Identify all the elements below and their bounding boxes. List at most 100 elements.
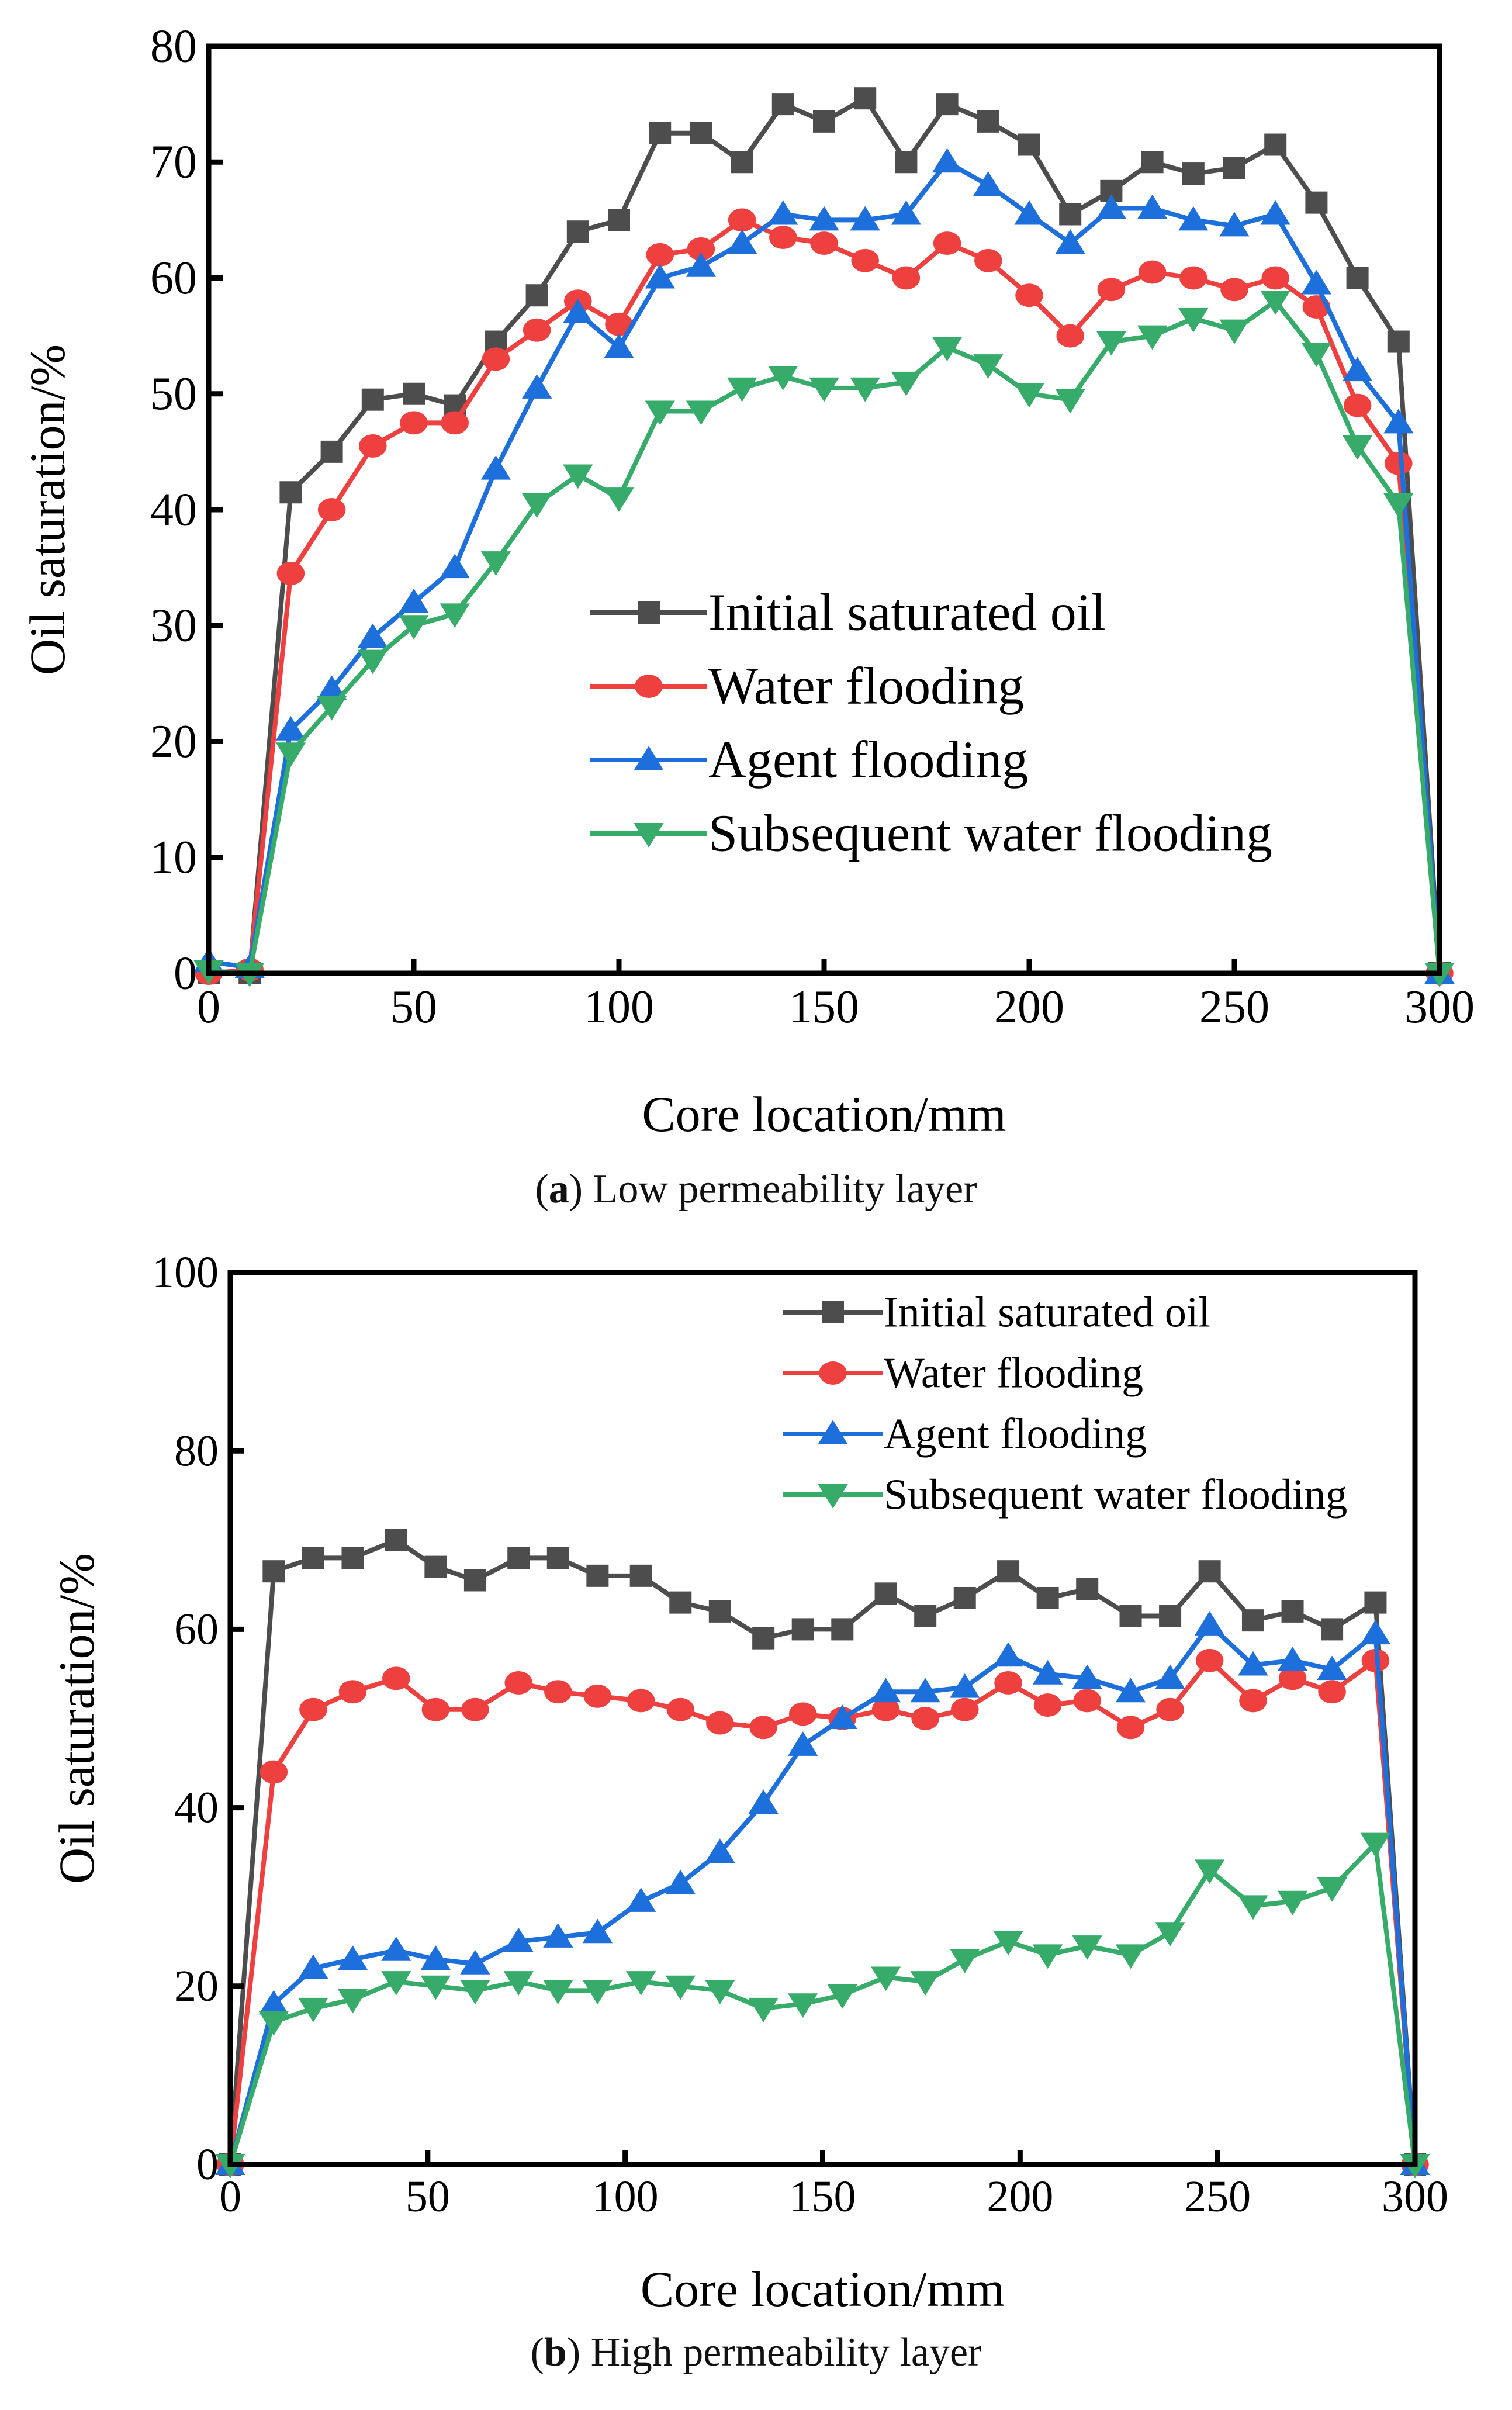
data-point <box>1301 343 1332 368</box>
data-point <box>1014 383 1044 408</box>
series-line-0 <box>228 1537 1417 2165</box>
data-point <box>1072 1664 1102 1689</box>
data-point <box>1096 194 1127 219</box>
data-point <box>1277 1647 1308 1671</box>
y-tick-label: 60 <box>150 253 197 304</box>
data-point <box>1239 1689 1267 1713</box>
data-point <box>1198 1560 1221 1583</box>
x-tick-label: 50 <box>390 981 437 1033</box>
data-point <box>441 411 469 435</box>
data-point <box>809 377 839 402</box>
data-point <box>1360 1832 1391 1858</box>
data-point <box>480 455 511 480</box>
data-point <box>1260 291 1290 315</box>
data-point <box>1301 269 1332 295</box>
data-point <box>460 1949 490 1975</box>
data-point <box>686 400 717 426</box>
data-point <box>950 1673 980 1698</box>
data-point <box>563 299 593 324</box>
data-point <box>1277 1890 1308 1915</box>
data-point <box>507 1547 530 1569</box>
data-point <box>1156 1697 1184 1721</box>
legend-label: Agent flooding <box>708 731 1028 789</box>
data-point <box>399 615 429 639</box>
y-tick-label: 40 <box>150 484 197 535</box>
data-point <box>1281 1600 1304 1623</box>
data-point <box>358 623 388 648</box>
x-tick-label: 0 <box>219 2172 241 2221</box>
data-point <box>385 1529 407 1551</box>
data-point <box>687 237 715 261</box>
data-point <box>1137 325 1168 350</box>
data-point <box>1032 1659 1063 1685</box>
data-point <box>850 377 880 402</box>
y-tick-label: 20 <box>150 716 197 767</box>
data-point <box>316 696 347 721</box>
data-point <box>973 354 1004 379</box>
caption-a-label: a <box>548 1167 569 1212</box>
data-point <box>1076 1578 1099 1600</box>
data-point <box>629 1564 652 1587</box>
data-point <box>279 481 302 504</box>
data-point <box>1033 1693 1062 1717</box>
data-point <box>543 1980 573 2005</box>
data-point <box>910 1971 940 1996</box>
data-point <box>440 554 470 579</box>
data-point <box>973 171 1004 196</box>
data-point <box>1032 1944 1063 1969</box>
data-point <box>320 440 343 463</box>
data-point <box>953 1586 976 1609</box>
legend-marker-triangle-down <box>818 1484 848 1509</box>
data-point <box>726 229 757 254</box>
caption-b-label: b <box>544 2330 567 2375</box>
data-point <box>749 1716 777 1740</box>
data-point <box>1360 1620 1391 1645</box>
series-line-1 <box>228 1658 1417 2165</box>
x-tick-label: 250 <box>1199 981 1269 1033</box>
data-point <box>381 1971 411 1996</box>
data-point <box>566 220 589 243</box>
data-point <box>870 1966 901 1991</box>
legend: Initial saturated oil Water flooding Agent… <box>590 584 1272 863</box>
data-point <box>421 1697 450 1721</box>
x-tick-label: 200 <box>994 981 1064 1033</box>
data-point <box>260 1760 288 1784</box>
data-point <box>543 1923 573 1948</box>
data-point <box>708 1600 731 1623</box>
data-point <box>463 1569 486 1592</box>
data-point <box>1238 1895 1268 1920</box>
data-point <box>1059 203 1082 226</box>
data-point <box>1220 278 1248 302</box>
chart-b: 0 50 100 150 200 250 300 0 20 40 60 80 100 Core locat… <box>49 1248 1448 2317</box>
data-point <box>1014 200 1044 225</box>
data-point <box>504 1671 532 1695</box>
data-point <box>1278 1666 1307 1690</box>
data-point <box>1072 1935 1102 1960</box>
caption-b: (b) High permeability layer <box>530 2330 982 2375</box>
data-point <box>871 1697 900 1721</box>
data-point <box>895 151 918 174</box>
data-point <box>1321 1618 1344 1641</box>
data-point <box>461 1697 489 1721</box>
data-point <box>690 122 712 144</box>
data-point <box>582 1980 613 2005</box>
data-point <box>604 487 634 512</box>
data-point <box>854 87 877 110</box>
data-point <box>977 110 999 133</box>
data-point <box>810 231 838 255</box>
legend-item-2: Agent flooding <box>590 731 1028 789</box>
data-point <box>932 337 963 362</box>
legend-label: Subsequent water flooding <box>708 805 1272 863</box>
data-point <box>563 464 593 489</box>
data-point <box>1036 1586 1059 1609</box>
data-point <box>276 562 305 585</box>
data-point <box>1260 200 1290 225</box>
legend: Initial saturated oil Water flooding Agent… <box>783 1288 1347 1519</box>
data-point <box>1115 1944 1146 1969</box>
data-point <box>813 110 835 133</box>
data-point <box>525 284 548 307</box>
data-point <box>1195 1859 1225 1885</box>
x-axis-title: Core location/mm <box>642 1086 1006 1142</box>
x-tick-label: 100 <box>584 981 654 1033</box>
